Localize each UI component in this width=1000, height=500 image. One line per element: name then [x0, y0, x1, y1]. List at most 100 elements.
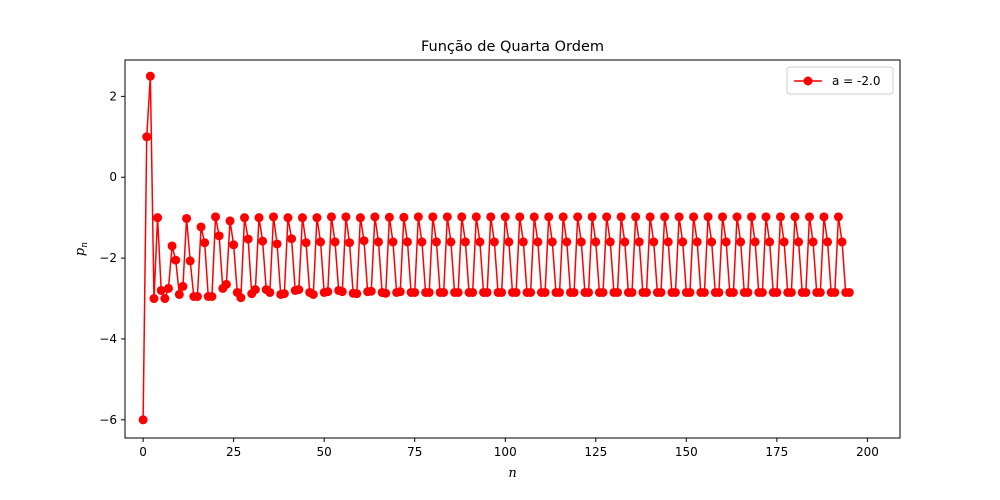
data-point	[692, 237, 702, 247]
x-tick-label: 175	[765, 445, 788, 459]
data-point	[225, 216, 235, 226]
y-axis-label: pn	[73, 242, 90, 256]
data-point	[663, 237, 673, 247]
data-point	[182, 213, 192, 223]
data-point	[214, 231, 224, 241]
data-point	[254, 213, 264, 223]
x-tick-label: 50	[317, 445, 332, 459]
data-point	[602, 212, 612, 222]
data-point	[685, 287, 695, 297]
data-point	[634, 237, 644, 247]
data-point	[533, 237, 543, 247]
data-point	[149, 294, 159, 304]
data-point	[460, 237, 470, 247]
data-point	[620, 237, 630, 247]
data-point	[163, 283, 173, 293]
data-point	[482, 287, 492, 297]
x-tick-label: 25	[226, 445, 241, 459]
data-point	[721, 237, 731, 247]
data-point	[287, 234, 297, 244]
data-point	[395, 287, 405, 297]
data-point	[211, 212, 221, 222]
data-point	[786, 287, 796, 297]
data-point	[468, 287, 478, 297]
data-point	[442, 212, 452, 222]
data-point	[160, 294, 170, 304]
data-point	[384, 212, 394, 222]
data-point	[540, 287, 550, 297]
data-point	[584, 287, 594, 297]
x-tick-label: 200	[856, 445, 879, 459]
data-point	[370, 212, 380, 222]
y-tick-label: −2	[99, 251, 117, 265]
data-point	[689, 212, 699, 222]
data-point	[747, 212, 757, 222]
data-point	[439, 287, 449, 297]
data-point	[801, 287, 811, 297]
x-tick-label: 125	[584, 445, 607, 459]
data-point	[399, 212, 409, 222]
data-point	[489, 237, 499, 247]
data-point	[500, 212, 510, 222]
data-point	[250, 285, 260, 295]
data-point	[200, 238, 210, 248]
data-point	[736, 237, 746, 247]
data-point	[221, 279, 231, 289]
data-point	[424, 287, 434, 297]
data-point	[573, 212, 583, 222]
data-point	[185, 256, 195, 266]
data-point	[359, 236, 369, 246]
data-point	[431, 237, 441, 247]
data-point	[823, 237, 833, 247]
data-point	[345, 238, 355, 248]
x-tick-label: 150	[675, 445, 698, 459]
x-axis-label: n	[508, 466, 516, 481]
data-point	[167, 241, 177, 251]
data-point	[355, 213, 365, 223]
plot-background	[125, 60, 900, 438]
data-point	[627, 287, 637, 297]
data-point	[732, 212, 742, 222]
chart-title: Função de Quarta Ordem	[421, 39, 604, 55]
data-point	[330, 237, 340, 247]
data-point	[699, 287, 709, 297]
data-point	[772, 287, 782, 297]
data-point	[587, 212, 597, 222]
data-point	[678, 237, 688, 247]
data-point	[605, 237, 615, 247]
data-point	[674, 212, 684, 222]
data-point	[837, 237, 847, 247]
data-point	[515, 212, 525, 222]
data-point	[555, 287, 565, 297]
data-point	[761, 212, 771, 222]
data-point	[475, 237, 485, 247]
data-point	[649, 237, 659, 247]
data-point	[402, 237, 412, 247]
y-axis-label-subscript: n	[80, 242, 90, 248]
data-point	[598, 287, 608, 297]
data-point	[804, 212, 814, 222]
data-point	[714, 287, 724, 297]
data-point	[670, 287, 680, 297]
data-point	[366, 286, 376, 296]
data-point	[518, 237, 528, 247]
data-point	[526, 287, 536, 297]
data-point	[453, 287, 463, 297]
data-point	[544, 212, 554, 222]
data-point	[229, 240, 239, 250]
data-point	[240, 213, 250, 223]
data-point	[316, 237, 326, 247]
legend-label: a = -2.0	[832, 74, 880, 88]
data-point	[138, 415, 148, 425]
plot-frame	[124, 59, 901, 439]
y-tick-label: 2	[109, 89, 117, 103]
data-point	[192, 292, 202, 301]
data-point	[178, 281, 188, 291]
data-point	[497, 287, 507, 297]
data-point	[153, 213, 163, 223]
data-point	[616, 212, 626, 222]
data-point	[294, 285, 304, 295]
data-point	[558, 212, 568, 222]
data-point	[504, 237, 514, 247]
